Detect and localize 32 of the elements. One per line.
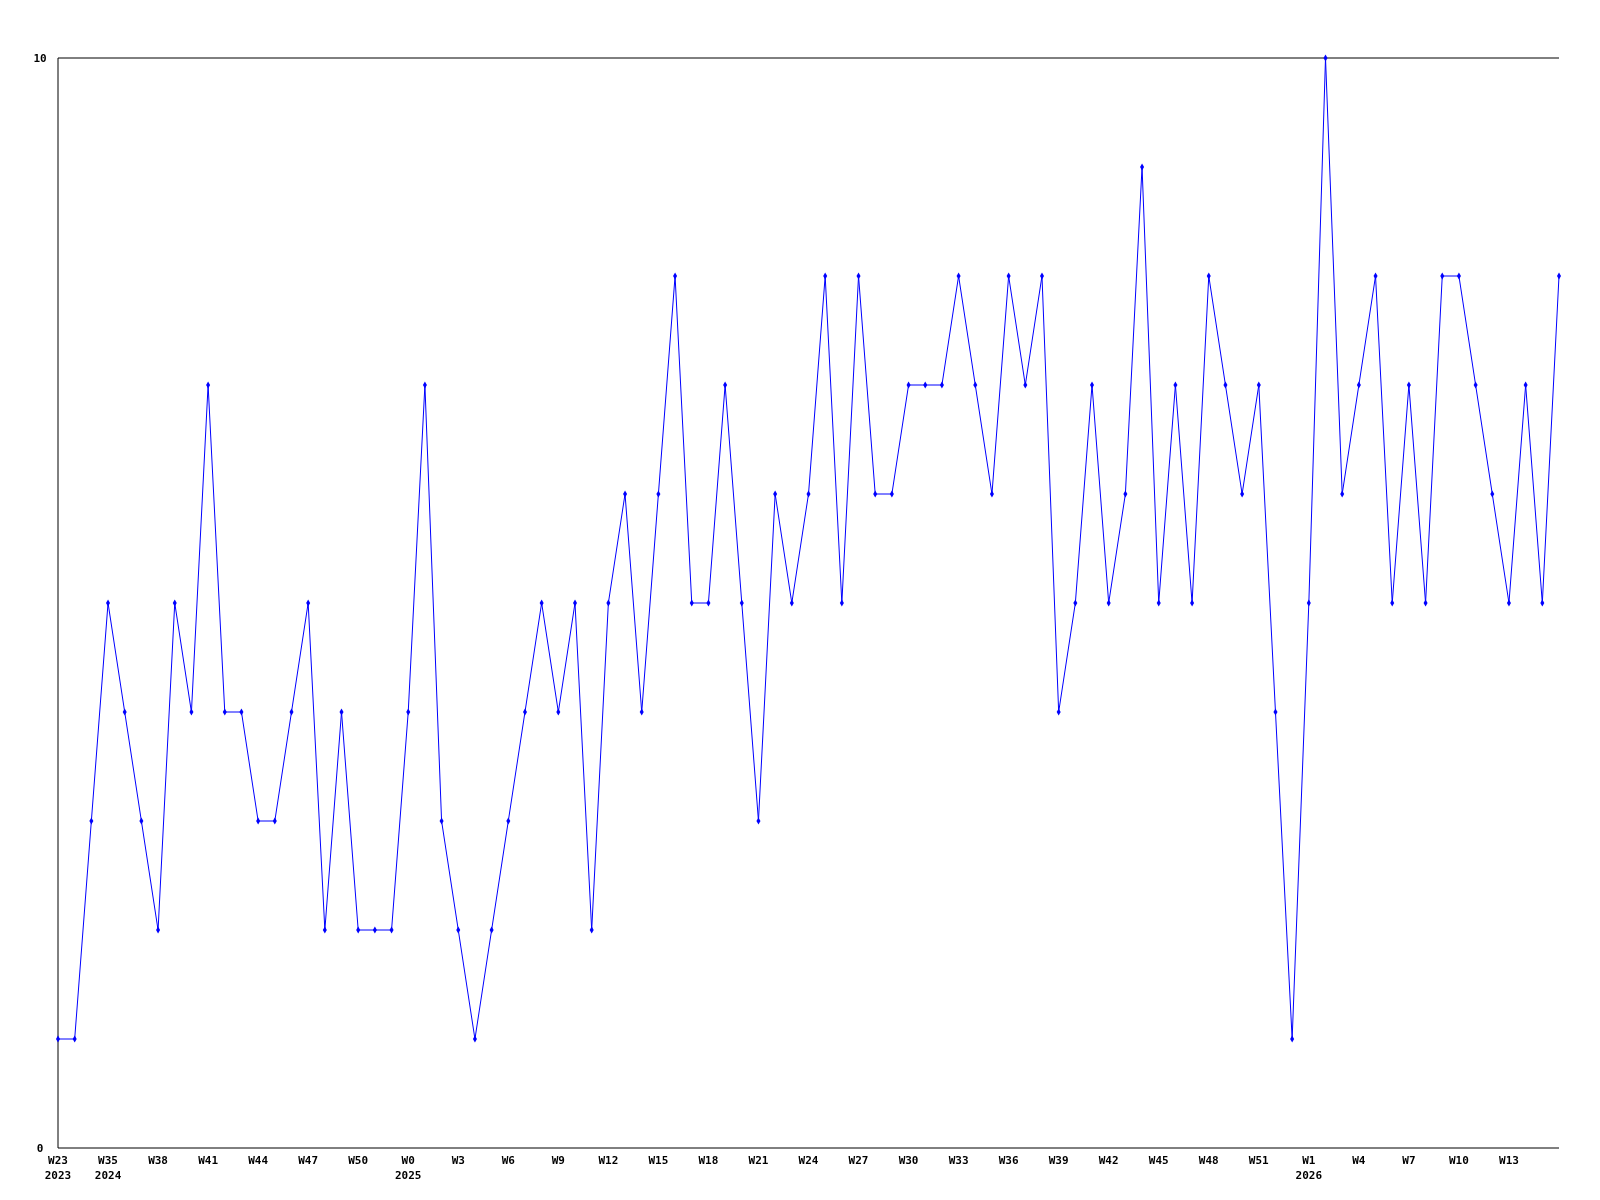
x-tick-label: W6 [501, 1154, 516, 1167]
x-tick-label: W51 [1248, 1154, 1270, 1167]
x-tick-label: W21 [748, 1154, 769, 1167]
x-tick-label: W44 [248, 1154, 269, 1167]
x-tick-label: W33 [948, 1154, 969, 1167]
x-tick-label: W15 [648, 1154, 669, 1167]
x-tick-label: W45 [1148, 1154, 1169, 1167]
x-tick-label: W4 [1352, 1154, 1366, 1167]
x-tick-label: W3 [451, 1154, 465, 1167]
x-tick-label: W42 [1098, 1154, 1119, 1167]
x-tick-label: W10 [1449, 1154, 1469, 1167]
x-tick-label: W39 [1048, 1154, 1069, 1167]
x-tick-label: W24 [798, 1154, 819, 1167]
x-tick-label: W23 2023 [44, 1154, 72, 1182]
x-tick-label: W35 2024 [94, 1154, 122, 1182]
x-tick-label: W38 [148, 1154, 168, 1167]
x-tick-label: W47 [298, 1154, 319, 1167]
x-tick-label: W36 [998, 1154, 1019, 1167]
x-tick-label: W13 [1499, 1154, 1519, 1167]
x-tick-label: W7 [1402, 1154, 1416, 1167]
x-tick-label: W41 [198, 1154, 219, 1167]
x-tick-label: W9 [551, 1154, 565, 1167]
y-tick-label: 0 [36, 1142, 44, 1155]
x-tick-label: W48 [1198, 1154, 1219, 1167]
x-tick-label: W18 [698, 1154, 719, 1167]
y-tick-label: 10 [33, 52, 47, 65]
x-tick-label: W1 2026 [1295, 1154, 1323, 1182]
x-tick-label: W12 [598, 1154, 619, 1167]
x-tick-label: W30 [898, 1154, 919, 1167]
x-tick-label: W0 2025 [394, 1154, 422, 1182]
x-tick-label: W50 [348, 1154, 369, 1167]
x-tick-label: W27 [848, 1154, 869, 1167]
